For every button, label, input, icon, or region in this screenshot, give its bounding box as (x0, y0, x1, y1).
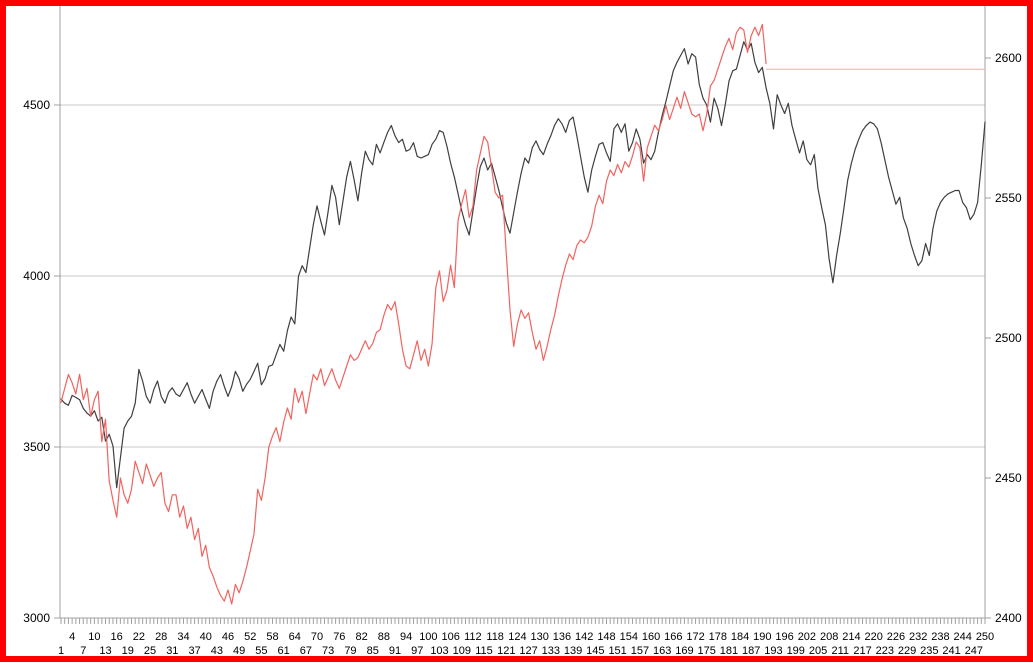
x-label-row1-244: 244 (954, 631, 972, 643)
x-label-row1-142: 142 (575, 631, 593, 643)
x-label-row1-130: 130 (531, 631, 549, 643)
x-label-row1-220: 220 (864, 631, 882, 643)
x-label-row1-22: 22 (133, 631, 145, 643)
left-axis-label-3500: 3500 (23, 440, 50, 454)
x-label-row2-139: 139 (564, 645, 582, 657)
x-label-row1-136: 136 (553, 631, 571, 643)
x-label-row2-7: 7 (80, 645, 86, 657)
black-series-line (60, 41, 986, 489)
x-label-row1-16: 16 (111, 631, 123, 643)
x-label-row1-196: 196 (775, 631, 793, 643)
x-label-row2-67: 67 (300, 645, 312, 657)
x-label-row1-58: 58 (266, 631, 278, 643)
x-label-row1-76: 76 (333, 631, 345, 643)
right-axis-label-2450: 2450 (995, 471, 1022, 485)
x-label-row2-133: 133 (542, 645, 560, 657)
x-label-row2-151: 151 (608, 645, 626, 657)
x-label-row1-28: 28 (155, 631, 167, 643)
x-label-row2-247: 247 (965, 645, 983, 657)
x-label-row1-190: 190 (753, 631, 771, 643)
x-label-row2-73: 73 (322, 645, 334, 657)
x-label-row1-46: 46 (222, 631, 234, 643)
x-label-row2-37: 37 (188, 645, 200, 657)
x-label-row2-211: 211 (832, 645, 850, 657)
x-label-row2-49: 49 (233, 645, 245, 657)
x-label-row2-193: 193 (764, 645, 782, 657)
x-label-row1-100: 100 (419, 631, 437, 643)
x-label-row2-121: 121 (497, 645, 515, 657)
x-label-row2-175: 175 (698, 645, 716, 657)
x-label-row2-79: 79 (344, 645, 356, 657)
x-label-row2-217: 217 (853, 645, 871, 657)
x-label-row1-4: 4 (69, 631, 75, 643)
x-label-row2-163: 163 (653, 645, 671, 657)
x-label-row1-178: 178 (709, 631, 727, 643)
red-series-line (60, 23, 767, 605)
x-label-row2-85: 85 (367, 645, 379, 657)
x-label-row2-181: 181 (720, 645, 738, 657)
x-label-row1-232: 232 (909, 631, 927, 643)
x-label-row1-226: 226 (887, 631, 905, 643)
x-label-row2-187: 187 (742, 645, 760, 657)
right-axis-label-2550: 2550 (995, 191, 1022, 205)
right-axis-label-2400: 2400 (995, 611, 1022, 625)
x-label-row1-214: 214 (842, 631, 860, 643)
left-axis-label-4000: 4000 (23, 269, 50, 283)
x-label-row1-208: 208 (820, 631, 838, 643)
x-label-row1-34: 34 (177, 631, 189, 643)
x-label-row1-124: 124 (508, 631, 526, 643)
x-label-row2-43: 43 (211, 645, 223, 657)
x-label-row2-127: 127 (519, 645, 537, 657)
left-axis-label-3000: 3000 (23, 611, 50, 625)
right-axis-label-2500: 2500 (995, 331, 1022, 345)
x-label-row1-10: 10 (88, 631, 100, 643)
left-axis-label-4500: 4500 (23, 98, 50, 112)
x-label-row2-229: 229 (898, 645, 916, 657)
x-label-row1-154: 154 (620, 631, 638, 643)
x-label-row1-82: 82 (355, 631, 367, 643)
x-label-row2-145: 145 (586, 645, 604, 657)
x-label-row1-70: 70 (311, 631, 323, 643)
x-label-row2-223: 223 (876, 645, 894, 657)
x-label-row1-160: 160 (642, 631, 660, 643)
x-label-row1-40: 40 (200, 631, 212, 643)
x-label-row1-64: 64 (289, 631, 301, 643)
x-label-row1-250: 250 (976, 631, 994, 643)
x-label-row2-55: 55 (255, 645, 267, 657)
x-label-row1-148: 148 (597, 631, 615, 643)
x-label-row1-88: 88 (378, 631, 390, 643)
x-label-row1-166: 166 (664, 631, 682, 643)
x-label-row1-184: 184 (731, 631, 749, 643)
x-label-row2-103: 103 (430, 645, 448, 657)
x-label-row1-202: 202 (798, 631, 816, 643)
x-label-row2-205: 205 (809, 645, 827, 657)
x-label-row1-238: 238 (931, 631, 949, 643)
x-label-row1-112: 112 (464, 631, 482, 643)
x-label-row1-118: 118 (486, 631, 504, 643)
x-label-row2-31: 31 (166, 645, 178, 657)
x-label-row2-25: 25 (144, 645, 156, 657)
x-label-row1-106: 106 (441, 631, 459, 643)
x-label-row1-52: 52 (244, 631, 256, 643)
x-label-row2-61: 61 (278, 645, 290, 657)
x-label-row2-1: 1 (58, 645, 64, 657)
x-label-row2-91: 91 (389, 645, 401, 657)
x-label-row2-13: 13 (99, 645, 111, 657)
x-label-row2-109: 109 (453, 645, 471, 657)
x-label-row2-115: 115 (475, 645, 493, 657)
x-label-row2-241: 241 (942, 645, 960, 657)
x-label-row2-97: 97 (411, 645, 423, 657)
right-axis-label-2600: 2600 (995, 51, 1022, 65)
x-label-row2-235: 235 (920, 645, 938, 657)
x-label-row1-172: 172 (686, 631, 704, 643)
x-label-row2-19: 19 (122, 645, 134, 657)
x-label-row2-169: 169 (675, 645, 693, 657)
x-label-row1-94: 94 (400, 631, 412, 643)
x-label-row2-157: 157 (631, 645, 649, 657)
x-label-row2-199: 199 (787, 645, 805, 657)
